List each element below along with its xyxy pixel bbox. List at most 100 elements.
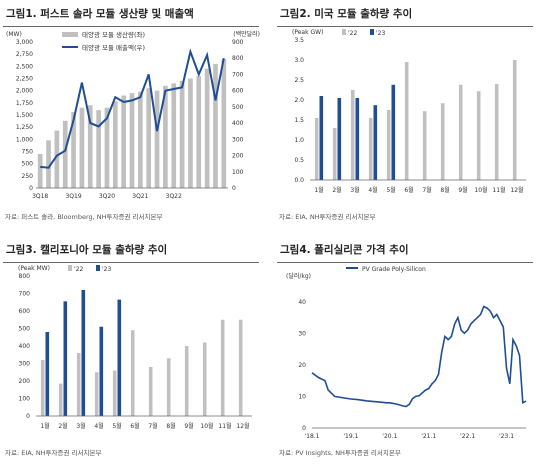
- y-tick-label: 200: [19, 378, 31, 385]
- bar-2023: [337, 98, 342, 180]
- bar-2022: [476, 91, 481, 180]
- y-tick-label-left: 750: [22, 149, 34, 156]
- y-tick-label-left: 2,000: [16, 88, 33, 95]
- x-tick-label: 3Q21: [132, 193, 148, 200]
- y-tick-label-left: 1,000: [16, 136, 33, 143]
- x-tick-label: 4월: [94, 422, 103, 430]
- source-note: 자료: PV Insights, NH투자증권 리서치본부: [279, 449, 401, 457]
- y-tick-label: 10: [298, 393, 306, 400]
- bar-module-production: [104, 107, 110, 188]
- bar-2022: [130, 330, 135, 416]
- legend-swatch-2022: [342, 29, 346, 35]
- y-tick-label: 300: [19, 361, 31, 368]
- line-module-revenue: [40, 48, 225, 169]
- bar-2022: [350, 90, 355, 180]
- y-tick-label-right: 100: [232, 169, 244, 176]
- y-tick-label: 2.5: [294, 77, 304, 84]
- bar-2023: [373, 105, 378, 180]
- bar-2023: [63, 301, 68, 416]
- y-tick-label-left: 2,250: [16, 76, 33, 83]
- bar-module-production: [188, 78, 193, 188]
- bar-2023: [45, 332, 50, 416]
- chart-us-module-shipments: (Peak GW) 0.0 0.5 1.0 1.5 2.0 2.5 3.0 3.5 1월 2월 3월 4…: [292, 29, 526, 194]
- x-tick-label: 9월: [184, 422, 193, 430]
- source-note: 자료: EIA, NH투자증권 리서치본부: [5, 449, 102, 457]
- legend-label-2023: '23: [376, 30, 385, 37]
- y-axis-left-label: (MW): [6, 31, 22, 38]
- x-tick-label: 1월: [40, 422, 49, 430]
- chart-california-module-shipments: (Peak MW) 0 100 200 300 400 500 600 700 800 1월 2월 3월…: [18, 265, 252, 430]
- bar-2022: [512, 60, 517, 180]
- bar-2022: [112, 370, 117, 416]
- title-divider: [3, 26, 259, 27]
- bar-2022: [368, 118, 373, 180]
- y-tick-label-right: 200: [232, 153, 244, 160]
- x-tick-label: 9월: [458, 186, 467, 194]
- x-tick-label: 3Q19: [65, 193, 81, 200]
- x-tick-label: 3Q22: [166, 193, 182, 200]
- y-axis-right-label: (백만달러): [233, 30, 260, 38]
- bar-2022: [220, 319, 225, 416]
- y-tick-label-right: 0: [232, 185, 236, 192]
- panel-1: 그림1. 퍼스트 솔라 모듈 생산량 및 매출액 (MW) (백만달러) 0 250 5…: [0, 0, 262, 226]
- bar-2023: [81, 290, 86, 416]
- y-tick-label: 500: [19, 326, 31, 333]
- bar-2022: [238, 319, 243, 416]
- bar-module-production: [71, 112, 76, 188]
- y-tick-label: 800: [19, 273, 31, 280]
- bar-2023: [391, 84, 396, 180]
- bar-module-production: [146, 88, 152, 188]
- x-tick-label: '23.1: [499, 433, 514, 440]
- panel-title: 그림2. 미국 모듈 출하량 추이: [280, 8, 413, 20]
- y-tick-label: 30: [298, 330, 306, 337]
- bar-2022: [76, 353, 81, 416]
- y-axis-label: (Peak MW): [18, 265, 50, 272]
- bar-2022: [404, 62, 409, 180]
- y-tick-label-right: 800: [232, 55, 244, 62]
- y-tick-label-left: 1,500: [16, 112, 33, 119]
- x-tick-label: 7월: [148, 422, 157, 430]
- y-tick-label: 600: [19, 308, 31, 315]
- y-tick-label: 40: [298, 299, 306, 306]
- y-tick-label-left: 1,750: [16, 100, 33, 107]
- bar-module-production: [138, 91, 143, 188]
- x-tick-label: '20.1: [382, 433, 397, 440]
- y-tick-label-left: 500: [22, 161, 34, 168]
- bar-2022: [58, 383, 63, 416]
- y-tick-label-left: 3,000: [16, 39, 33, 46]
- legend-label-polysilicon: PV Grade Poly-Silicon: [362, 266, 426, 273]
- bar-module-production: [129, 93, 135, 188]
- bar-module-production: [204, 68, 210, 188]
- bar-module-production: [179, 80, 185, 188]
- bar-module-production: [163, 85, 168, 188]
- panel-title: 그림3. 캘리포니아 모듈 출하량 추이: [6, 244, 168, 256]
- y-tick-label: 1.0: [294, 137, 304, 144]
- bar-2022: [458, 84, 463, 180]
- y-tick-label: 3.5: [294, 37, 304, 44]
- y-tick-label: 20: [298, 362, 306, 369]
- x-tick-label: 2월: [332, 186, 341, 194]
- y-tick-label: 1.5: [294, 117, 304, 124]
- x-tick-label: 12월: [236, 422, 249, 430]
- legend-swatch-2023: [96, 265, 100, 271]
- x-tick-label: 3Q20: [99, 193, 115, 200]
- x-tick-label: 3월: [76, 422, 85, 430]
- bar-module-production: [154, 90, 160, 188]
- bar-module-production: [46, 140, 51, 188]
- y-tick-label-right: 300: [232, 136, 244, 143]
- x-tick-label: 8월: [166, 422, 175, 430]
- x-tick-label: 5월: [112, 422, 121, 430]
- legend-swatch-production: [62, 32, 78, 37]
- y-axis-label: (달러/kg): [286, 272, 311, 280]
- bar-2022: [40, 360, 45, 416]
- x-tick-label: 2월: [58, 422, 67, 430]
- x-tick-label: 10월: [200, 422, 213, 430]
- y-tick-label-left: 2,750: [16, 51, 33, 58]
- y-tick-label-left: 2,500: [16, 63, 33, 70]
- y-tick-label-right: 400: [232, 120, 244, 127]
- x-tick-label: 3Q18: [32, 193, 48, 200]
- bar-module-production: [62, 120, 68, 188]
- bar-module-production: [121, 95, 126, 188]
- x-tick-label: 5월: [386, 186, 395, 194]
- x-tick-label: 6월: [404, 186, 413, 194]
